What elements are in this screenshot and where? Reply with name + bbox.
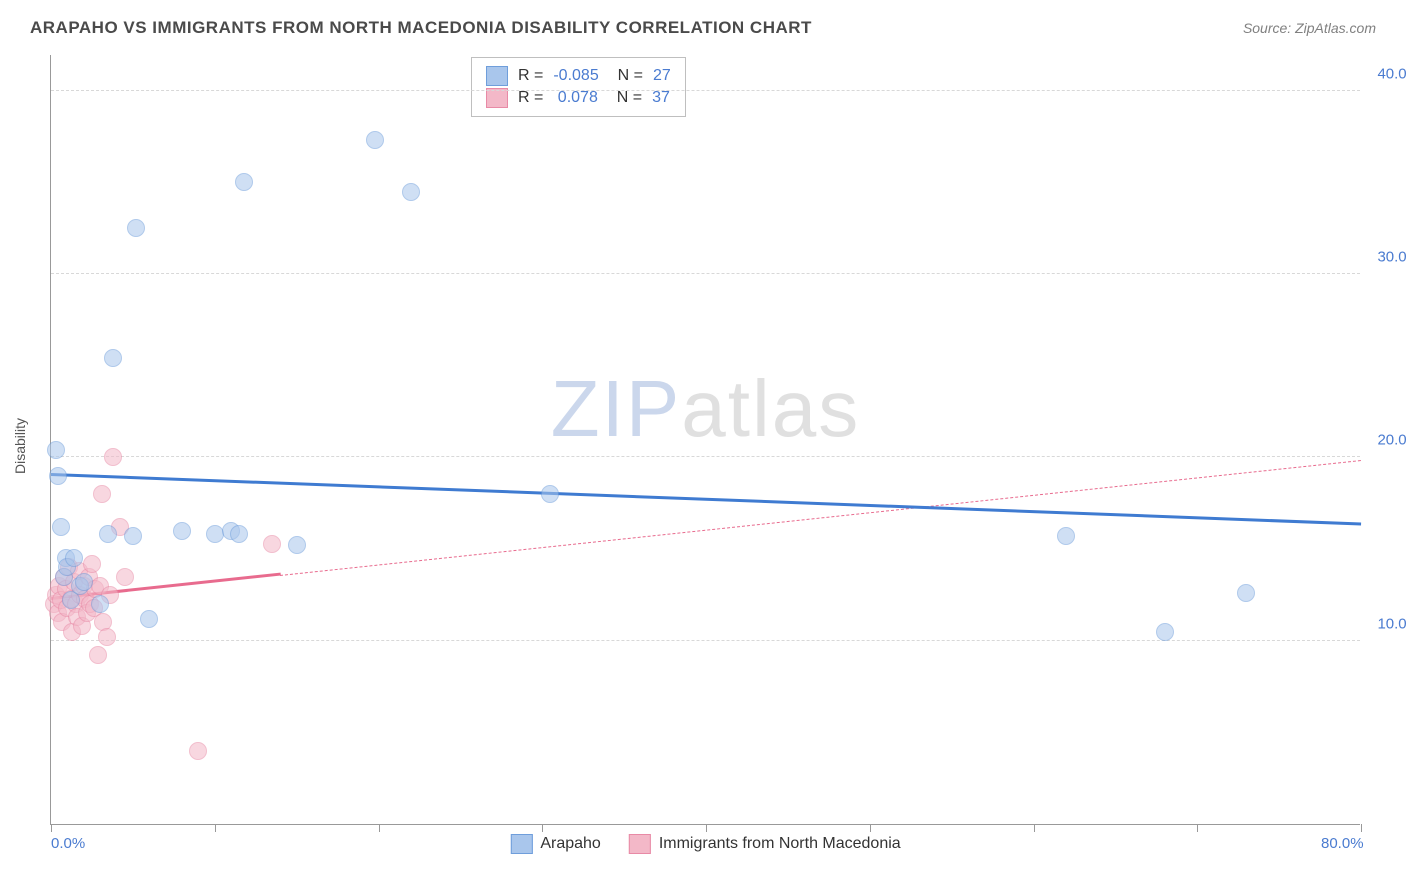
y-axis-label: Disability [12,418,28,474]
data-point [140,610,158,628]
data-point [104,448,122,466]
series-legend: Arapaho Immigrants from North Macedonia [510,834,900,854]
legend-n-label: N = [609,67,643,85]
data-point [1057,527,1075,545]
legend-swatch-series2 [486,88,508,108]
x-tick [1197,824,1198,832]
legend-n-value-1: 27 [653,67,671,85]
legend-row-series1: R = -0.085 N = 27 [486,66,671,86]
legend-row-series2: R = 0.078 N = 37 [486,88,671,108]
x-tick [542,824,543,832]
x-tick [51,824,52,832]
data-point [235,173,253,191]
x-tick [1361,824,1362,832]
watermark-text: ZIPatlas [551,363,860,455]
data-point [98,628,116,646]
x-tick [1034,824,1035,832]
data-point [99,525,117,543]
x-tick [215,824,216,832]
data-point [75,573,93,591]
data-point [541,485,559,503]
data-point [127,219,145,237]
y-tick-label: 40.0% [1377,65,1406,82]
legend-item-series2: Immigrants from North Macedonia [629,834,901,854]
y-tick-label: 10.0% [1377,615,1406,632]
data-point [206,525,224,543]
legend-r-value-1: -0.085 [553,67,598,85]
data-point [104,349,122,367]
y-tick-label: 30.0% [1377,249,1406,266]
data-point [288,536,306,554]
data-point [83,555,101,573]
data-point [1237,584,1255,602]
data-point [124,527,142,545]
watermark-part1: ZIP [551,364,681,453]
legend-label-series2: Immigrants from North Macedonia [659,835,901,853]
x-tick [379,824,380,832]
gridline [51,273,1360,274]
legend-item-series1: Arapaho [510,834,601,854]
source-attribution: Source: ZipAtlas.com [1243,20,1376,36]
data-point [93,485,111,503]
scatter-chart: ZIPatlas R = -0.085 N = 27 R = 0.078 N =… [50,55,1360,825]
legend-r-label: R = [518,89,543,107]
data-point [47,441,65,459]
y-tick-label: 20.0% [1377,432,1406,449]
gridline [51,456,1360,457]
data-point [189,742,207,760]
x-tick-label: 80.0% [1321,835,1364,852]
data-point [52,518,70,536]
legend-n-label: N = [608,89,642,107]
chart-title: ARAPAHO VS IMMIGRANTS FROM NORTH MACEDON… [30,18,812,38]
data-point [263,535,281,553]
data-point [173,522,191,540]
data-point [366,131,384,149]
legend-n-value-2: 37 [652,89,670,107]
x-tick [870,824,871,832]
gridline [51,90,1360,91]
x-tick-label: 0.0% [51,835,85,852]
x-tick [706,824,707,832]
legend-swatch-series1 [510,834,532,854]
data-point [1156,623,1174,641]
legend-r-label: R = [518,67,543,85]
data-point [402,183,420,201]
legend-label-series1: Arapaho [540,835,601,853]
legend-swatch-series2 [629,834,651,854]
data-point [49,467,67,485]
data-point [230,525,248,543]
correlation-legend: R = -0.085 N = 27 R = 0.078 N = 37 [471,57,686,117]
watermark-part2: atlas [681,364,860,453]
legend-r-value-2: 0.078 [553,89,598,107]
data-point [116,568,134,586]
data-point [89,646,107,664]
data-point [91,595,109,613]
legend-swatch-series1 [486,66,508,86]
data-point [65,549,83,567]
